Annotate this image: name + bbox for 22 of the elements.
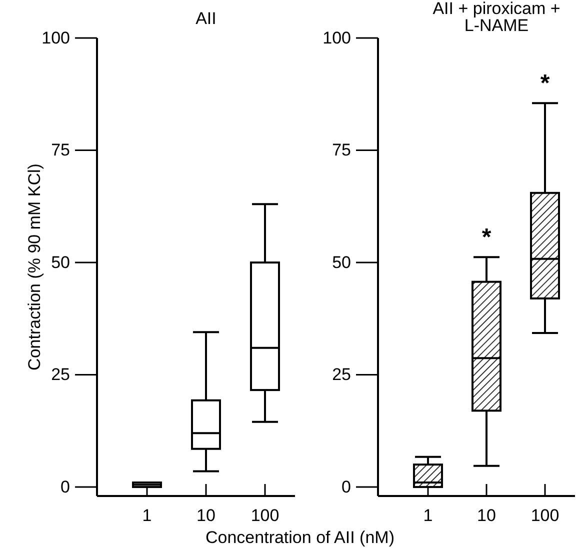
y-tick-label: 0 bbox=[342, 477, 351, 496]
x-tick-label: 10 bbox=[477, 506, 496, 526]
y-tick-label: 100 bbox=[42, 28, 70, 48]
x-tick-label: 100 bbox=[250, 506, 280, 526]
x-tick-label: 100 bbox=[530, 506, 560, 526]
y-tick-label: 100 bbox=[322, 28, 351, 48]
chart-title: AII + piroxicam + L-NAME bbox=[432, 0, 560, 35]
y-tick-label: 50 bbox=[51, 252, 70, 272]
annotation: * bbox=[482, 224, 492, 252]
x-tick-label: 10 bbox=[196, 506, 216, 526]
annotation: * bbox=[540, 70, 550, 98]
chart-title: AII bbox=[196, 9, 216, 28]
x-axis-title: Concentration of AII (nM) bbox=[206, 528, 394, 547]
y-axis-title: Contraction (% 90 mM KCl) bbox=[25, 164, 44, 370]
x-tick-label: 1 bbox=[423, 506, 433, 526]
x-tick-label: 1 bbox=[142, 506, 152, 526]
y-tick-label: 25 bbox=[51, 365, 70, 384]
y-tick-label: 75 bbox=[51, 140, 70, 160]
y-tick-label: 50 bbox=[332, 252, 351, 272]
y-tick-label: 0 bbox=[60, 477, 70, 496]
y-tick-label: 25 bbox=[332, 365, 351, 384]
y-tick-label: 75 bbox=[332, 140, 351, 160]
